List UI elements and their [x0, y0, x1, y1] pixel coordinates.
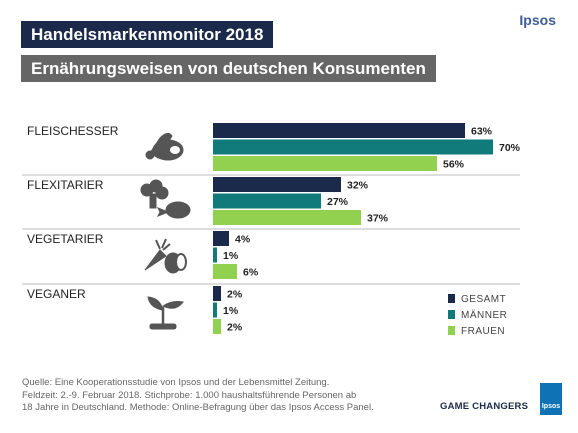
category-label: VEGETARIER [27, 232, 104, 246]
bar [213, 231, 229, 246]
carrot-egg-icon [144, 238, 187, 274]
data-label: 1% [223, 250, 239, 262]
data-label: 2% [227, 322, 243, 334]
bar [213, 123, 465, 138]
legend-label: GESAMT [461, 294, 506, 305]
bar [213, 193, 321, 209]
page-title: Handelsmarkenmonitor 2018 [21, 21, 274, 48]
bar [213, 286, 221, 301]
data-label: 6% [243, 267, 259, 279]
legend-swatch [448, 326, 455, 335]
source-footnote: Quelle: Eine Kooperationsstudie von Ipso… [22, 377, 442, 415]
category-label: FLEISCHESSER [27, 124, 119, 138]
source-line: Feldzeit: 2.-9. Februar 2018. Stichprobe… [22, 389, 357, 401]
category-label: FLEXITARIER [27, 178, 104, 192]
data-label: 4% [235, 234, 251, 246]
legend-label: FRAUEN [461, 326, 505, 337]
legend-swatch [448, 294, 455, 303]
data-label: 2% [227, 289, 243, 301]
sprout-icon [147, 296, 184, 330]
data-label: 27% [327, 196, 349, 208]
legend-label: MÄNNER [461, 309, 507, 321]
bar [213, 302, 217, 318]
broccoli-chicken-icon [140, 179, 191, 219]
meat-icon [145, 132, 184, 161]
bar [213, 210, 361, 225]
bar [213, 139, 493, 155]
bar [213, 264, 237, 279]
data-label: 1% [223, 305, 239, 317]
data-label: 32% [347, 180, 369, 192]
source-line: Quelle: Eine Kooperationsstudie von Ipso… [22, 377, 330, 388]
brand-logo: Ipsos [519, 12, 556, 28]
tagline: GAME CHANGERS [440, 401, 529, 412]
bar [213, 156, 437, 171]
data-label: 63% [471, 126, 493, 138]
bar [213, 177, 341, 192]
data-label: 70% [499, 142, 521, 154]
category-label: VEGANER [27, 287, 86, 301]
source-line: 18 Jahre in Deutschland. Methode: Online… [22, 402, 374, 413]
data-label: 37% [367, 213, 389, 225]
page-subtitle: Ernährungsweisen von deutschen Konsument… [21, 55, 436, 82]
legend-swatch [448, 310, 455, 319]
ipsos-logo: Ipsos [540, 383, 562, 415]
bar [213, 319, 221, 334]
bar [213, 247, 217, 263]
data-label: 56% [443, 159, 465, 171]
